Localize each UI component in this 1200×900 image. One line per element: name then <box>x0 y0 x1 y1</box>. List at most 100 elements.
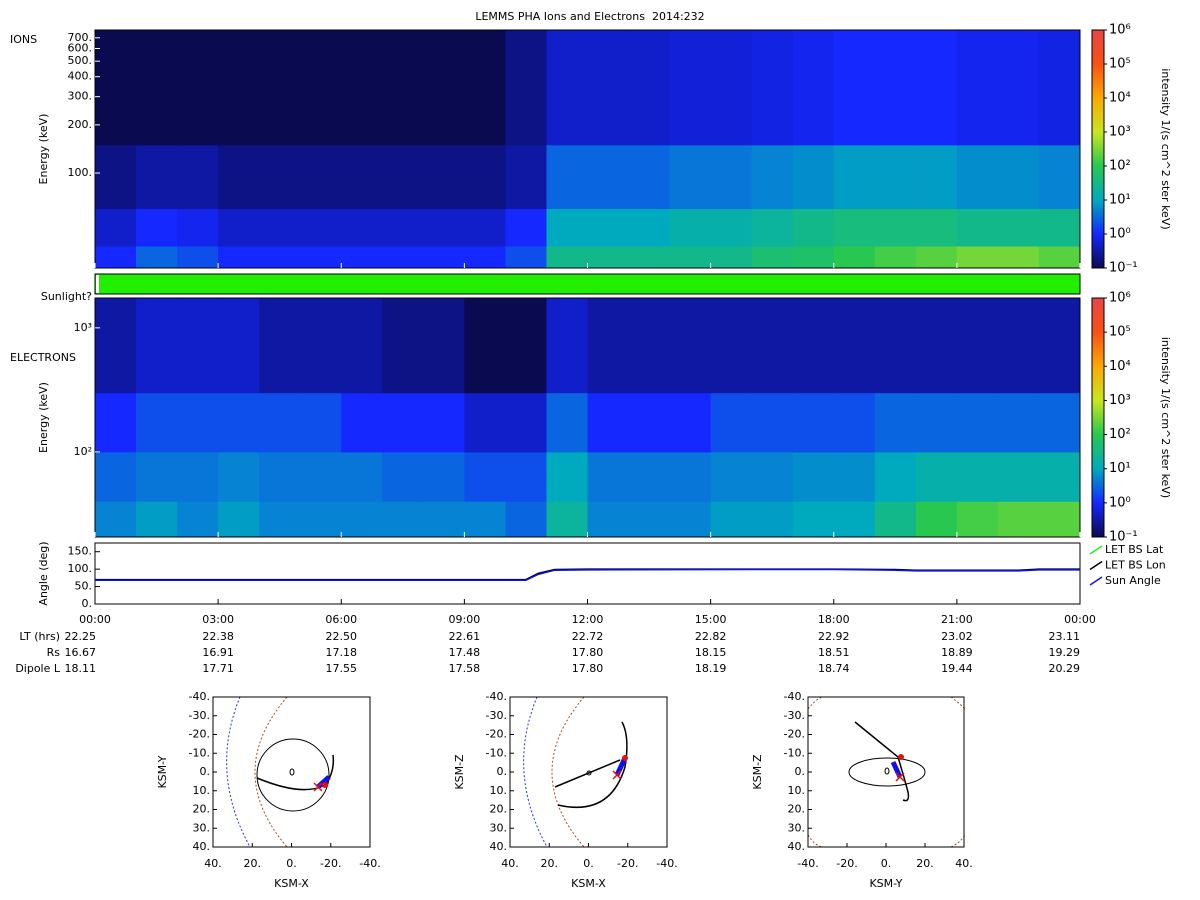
ephemeris-label: Dipole L <box>15 662 61 675</box>
heatmap-cell <box>833 501 876 538</box>
y-tick-label: 300. <box>68 90 93 103</box>
heatmap-cell <box>997 245 1040 269</box>
colorbar-tick-label: 10⁵ <box>1109 325 1131 340</box>
heatmap-cell <box>915 144 958 210</box>
y-axis-label: Energy (keV) <box>37 382 50 453</box>
y-tick-label: 30. <box>788 821 806 834</box>
x-tick-label: 09:00 <box>449 613 481 626</box>
heatmap-cell <box>1038 208 1081 247</box>
heatmap-cell <box>874 144 917 210</box>
heatmap-cell <box>505 392 547 453</box>
x-tick-label: 03:00 <box>202 613 234 626</box>
ephemeris-value: 20.29 <box>1049 662 1081 675</box>
legend-label: Sun Angle <box>1105 574 1161 587</box>
y-axis-label: KSM-Z <box>453 754 466 790</box>
legend-swatch <box>1089 545 1103 555</box>
y-tick-label: 150. <box>68 545 93 558</box>
heatmap-cell <box>177 451 219 502</box>
heatmap-cell <box>177 298 219 394</box>
y-tick-label: 700. <box>68 31 93 44</box>
x-axis-label: KSM-X <box>274 877 309 890</box>
sunlight-gap <box>96 275 99 293</box>
heatmap-cell <box>628 30 671 146</box>
heatmap-cell <box>464 298 506 394</box>
colorbar-tick-label: 10² <box>1109 427 1131 442</box>
y-axis-label: Angle (deg) <box>37 541 50 605</box>
heatmap-cell <box>218 245 260 269</box>
heatmap-cell <box>95 30 137 146</box>
heatmap-cell <box>997 392 1040 453</box>
y-tick-label: 30. <box>490 821 508 834</box>
heatmap-cell <box>341 208 383 247</box>
heatmap-cell <box>587 208 630 247</box>
heatmap-cell <box>587 30 630 146</box>
heatmap-cell <box>1038 451 1081 502</box>
heatmap-cell <box>95 144 137 210</box>
heatmap-cell <box>341 451 383 502</box>
colorbar-tick-label: 10⁵ <box>1109 57 1131 72</box>
y-tick-label: 600. <box>68 42 93 55</box>
heatmap-cell <box>423 451 465 502</box>
heatmap-cell <box>956 298 999 394</box>
heatmap-cell <box>874 298 917 394</box>
heatmap-cell <box>423 501 465 538</box>
y-tick-label: 40. <box>193 840 211 853</box>
heatmap-cell <box>382 208 424 247</box>
heatmap-cell <box>874 30 917 146</box>
y-tick-label: -40. <box>189 690 210 703</box>
heatmap-cell <box>751 144 794 210</box>
heatmap-cell <box>710 298 753 394</box>
heatmap-cell <box>382 392 424 453</box>
y-tick-label: 0. <box>200 765 211 778</box>
heatmap-cell <box>833 245 876 269</box>
orbit-drawing <box>807 696 966 848</box>
ephemeris-value: 17.18 <box>326 646 358 659</box>
colorbar-tick-label: 10¹ <box>1109 193 1131 208</box>
heatmap-cell <box>792 144 835 210</box>
heatmap-cell <box>915 245 958 269</box>
y-tick-label: -10. <box>189 746 210 759</box>
ephemeris-value: 22.92 <box>818 630 850 643</box>
heatmap-cell <box>341 144 383 210</box>
heatmap-cell <box>997 298 1040 394</box>
heatmap-cell <box>710 30 753 146</box>
heatmap-cell <box>259 245 301 269</box>
heatmap-cell <box>546 245 588 269</box>
heatmap-cell <box>505 245 547 269</box>
heatmap-cell <box>956 144 999 210</box>
heatmap-cell <box>341 30 383 146</box>
colorbar <box>1091 297 1105 538</box>
heatmap-cell <box>751 501 794 538</box>
heatmap-cell <box>833 30 876 146</box>
heatmap-cell <box>1038 298 1081 394</box>
ephemeris-value: 17.48 <box>449 646 481 659</box>
colorbar-tick-label: 10⁶ <box>1109 291 1131 306</box>
y-tick-label: 50. <box>75 580 93 593</box>
y-tick-label: 200. <box>68 118 93 131</box>
y-axis-label: KSM-Z <box>751 754 764 790</box>
heatmap-cell <box>136 298 178 394</box>
heatmap-cell <box>710 144 753 210</box>
heatmap-cell <box>710 451 753 502</box>
y-axis-label: Energy (keV) <box>37 114 50 185</box>
x-axis-label: KSM-X <box>571 877 606 890</box>
ephemeris-value: 16.67 <box>65 646 97 659</box>
heatmap-cell <box>628 298 671 394</box>
y-tick-label: 400. <box>68 70 93 83</box>
y-tick-label: -20. <box>784 728 805 741</box>
x-tick-label: -20. <box>320 857 341 870</box>
heatmap-cell <box>628 392 671 453</box>
heatmap-cell <box>710 501 753 538</box>
colorbar-label: intensity 1/(s cm^2 ster keV) <box>1159 337 1172 498</box>
y-tick-label: -10. <box>784 746 805 759</box>
heatmap-cell <box>95 245 137 269</box>
heatmap-cell <box>505 451 547 502</box>
heatmap-cell <box>751 392 794 453</box>
heatmap-cell <box>956 451 999 502</box>
x-tick-label: 20. <box>244 857 262 870</box>
orbit-drawing <box>226 696 335 848</box>
heatmap-cell <box>300 245 342 269</box>
panel-label: ELECTRONS <box>10 351 76 364</box>
heatmap-cell <box>423 208 465 247</box>
heatmap-cell <box>710 245 753 269</box>
